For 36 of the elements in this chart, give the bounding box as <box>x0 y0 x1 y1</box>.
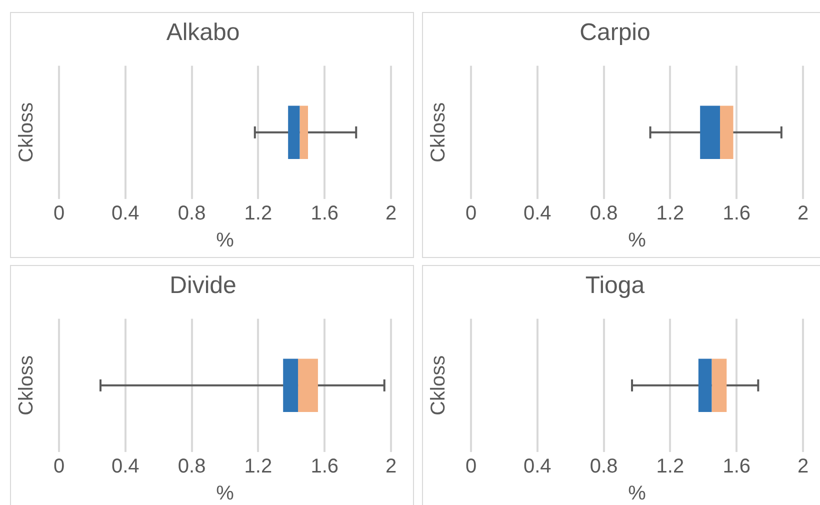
x-tick-label: 1.2 <box>244 456 272 478</box>
x-tick-label: 1.6 <box>722 202 751 225</box>
x-tick-label: 1.2 <box>244 202 272 225</box>
x-tick-label: 2 <box>385 202 397 225</box>
x-tick-label: 0 <box>465 456 477 478</box>
chart-title: Carpio <box>580 19 650 46</box>
chart-title: Tioga <box>585 272 646 300</box>
x-tick-label: 0.4 <box>523 456 552 478</box>
x-tick-label: 1.6 <box>310 202 339 225</box>
x-axis-title: % <box>216 482 234 505</box>
x-tick-label: 2 <box>797 202 809 225</box>
x-tick-label: 1.2 <box>656 202 684 225</box>
x-tick-label: 1.6 <box>310 456 339 478</box>
x-tick-label: 0.8 <box>178 456 206 478</box>
x-tick-label: 0.8 <box>178 202 206 225</box>
x-tick-label: 2 <box>797 456 809 478</box>
x-axis-title: % <box>216 230 234 252</box>
y-axis-title: Ckloss <box>16 355 38 416</box>
y-axis-title: Ckloss <box>428 102 450 162</box>
x-tick-label: 2 <box>385 456 397 478</box>
y-axis-title: Ckloss <box>16 102 38 162</box>
y-axis-title: Ckloss <box>428 355 450 416</box>
x-tick-label: 0.4 <box>111 456 140 478</box>
x-axis-title: % <box>628 230 646 252</box>
x-tick-label: 0 <box>53 456 65 478</box>
x-tick-label: 0 <box>465 202 477 225</box>
x-tick-label: 0.4 <box>523 202 552 225</box>
x-tick-label: 1.2 <box>656 456 684 478</box>
x-tick-label: 0.4 <box>111 202 140 225</box>
x-axis-title: % <box>628 482 646 505</box>
x-tick-label: 0 <box>53 202 65 225</box>
chart-title: Alkabo <box>166 19 240 46</box>
chart-title: Divide <box>170 272 236 300</box>
x-tick-label: 0.8 <box>590 202 618 225</box>
x-tick-label: 1.6 <box>722 456 751 478</box>
x-tick-label: 0.8 <box>590 456 618 478</box>
